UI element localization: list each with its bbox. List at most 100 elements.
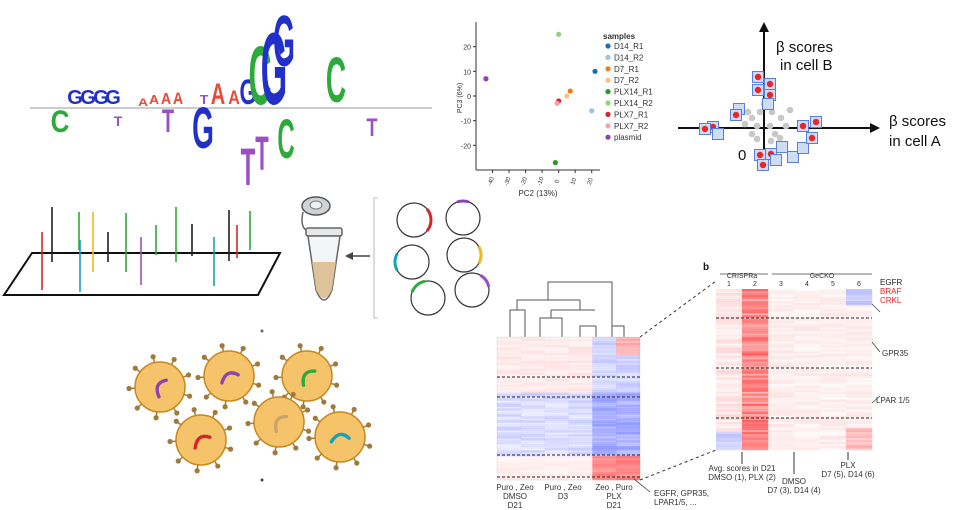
big-heatmap-cell	[768, 319, 795, 322]
pca-legend-swatch	[605, 100, 611, 106]
heatmap-cell	[520, 434, 545, 437]
virus-spike	[297, 343, 303, 349]
heatmap-cell	[520, 436, 545, 439]
heatmap-cell	[520, 350, 545, 354]
logo-letter-a: A	[149, 93, 160, 107]
big-heatmap-cell	[820, 337, 847, 340]
big-heatmap-cell	[742, 363, 769, 366]
heatmap-cell	[544, 476, 569, 479]
big-heatmap-cell	[742, 357, 769, 360]
big-heatmap-cell	[768, 401, 795, 404]
virus-spike	[318, 345, 324, 352]
big-heatmap-cell	[768, 429, 795, 433]
heatmap-cell	[592, 372, 617, 375]
beta-point-hit	[732, 111, 740, 119]
big-heatmap-cell	[794, 377, 821, 380]
heatmap-cell	[497, 460, 522, 463]
heatmap-cell	[497, 360, 522, 364]
big-heatmap-cell	[742, 423, 769, 427]
big-heatmap-cell	[742, 407, 769, 410]
heatmap-cell	[616, 337, 641, 340]
big-heatmap-cell	[768, 365, 795, 368]
big-heatmap-cell	[716, 347, 743, 350]
heatmap-cell	[544, 414, 569, 417]
heatmap-cell	[520, 440, 545, 443]
big-heatmap-cell	[820, 407, 847, 410]
heatmap-cell	[592, 446, 617, 449]
big-heatmap-cell	[846, 367, 873, 370]
beta-point-hit	[756, 151, 764, 159]
heatmap-cell	[568, 448, 593, 451]
big-heatmap-cell	[768, 335, 795, 338]
beta-point-box	[776, 141, 788, 153]
heatmap-cell	[520, 444, 545, 447]
heatmap-cell	[616, 426, 641, 429]
big-heatmap-cell	[794, 365, 821, 368]
virus-spike	[226, 425, 233, 431]
big-heatmap-cell	[794, 391, 821, 394]
heatmap-cell	[568, 416, 593, 419]
heatmap-cell	[520, 380, 545, 383]
heatmap-cell	[568, 476, 593, 479]
big-heatmap-cell	[716, 443, 743, 447]
heatmap-cell	[497, 356, 522, 360]
big-heatmap-cell	[820, 387, 847, 390]
big-heatmap-cell	[716, 345, 743, 348]
heatmap-cell	[592, 422, 617, 425]
big-heatmap-cell	[820, 361, 847, 364]
heatmap-cell	[544, 362, 569, 366]
heatmap-cell	[568, 466, 593, 469]
heatmap-cell	[544, 478, 569, 481]
big-heatmap-cell	[742, 435, 769, 439]
big-heatmap-cell	[742, 297, 769, 300]
plasmid	[396, 202, 432, 238]
heatmap-cell	[544, 402, 569, 405]
big-heatmap-cell	[794, 333, 821, 336]
big-heatmap-cell	[742, 289, 769, 292]
grna-insert	[301, 369, 317, 387]
big-heatmap-cell	[794, 399, 821, 402]
heatmap-cell	[497, 364, 522, 367]
big-heatmap-cell	[820, 379, 847, 382]
beta-point-neutral	[767, 137, 775, 145]
column-number: 6	[857, 281, 861, 288]
plasmid-bracket	[373, 197, 378, 319]
heatmap-cell	[616, 380, 641, 383]
heatmap-cell	[544, 340, 569, 344]
plasmid-insert	[477, 245, 483, 265]
logo-letter-g: G	[105, 87, 121, 109]
big-heatmap-cell	[716, 341, 743, 344]
big-heatmap-cell	[846, 383, 873, 386]
heatmap-cell	[568, 458, 593, 461]
virus-spike	[215, 463, 221, 469]
big-heatmap-cell	[716, 375, 743, 378]
gene-label-gpr35: GPR35	[882, 349, 909, 358]
big-heatmap-cell	[820, 355, 847, 358]
beta-point-hit	[799, 122, 807, 130]
heatmap-cell	[592, 358, 617, 362]
big-heatmap-cell	[716, 435, 743, 439]
heatmap-cell	[592, 338, 617, 342]
heatmap-cell	[520, 354, 545, 358]
big-heatmap-cell	[716, 445, 743, 449]
virus-spike	[314, 455, 320, 461]
big-heatmap-cell	[742, 387, 769, 390]
heatmap-cell	[568, 338, 593, 342]
big-heatmap-cell	[820, 443, 847, 447]
big-heatmap-cell	[742, 433, 769, 437]
heatmap-cell	[520, 426, 545, 429]
heatmap-cell	[592, 456, 617, 459]
group-label-1-line2: DMSO	[503, 492, 527, 501]
heatmap-cell	[520, 382, 545, 385]
heatmap-cell	[497, 406, 522, 409]
virus-spike	[332, 361, 339, 367]
column-number: 3	[779, 281, 783, 288]
heatmap-cell	[520, 372, 545, 375]
big-heatmap-cell	[768, 351, 795, 354]
pca-y-tick-label: 10	[463, 69, 471, 76]
big-heatmap-cell	[768, 367, 795, 370]
beta-point-hit	[766, 91, 774, 99]
big-heatmap-cell	[820, 425, 847, 429]
heatmap-cell	[520, 392, 545, 395]
heatmap-cell	[544, 380, 569, 383]
